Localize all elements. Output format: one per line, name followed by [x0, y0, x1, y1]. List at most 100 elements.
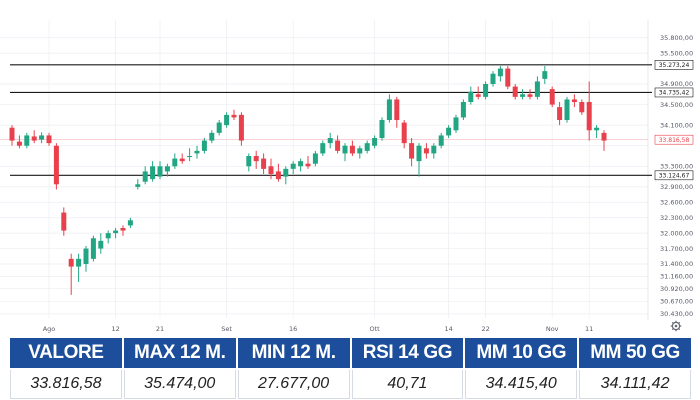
candle-body	[90, 238, 96, 259]
stat-rsi-14: RSI 14 GG 40,71	[351, 338, 464, 399]
candle-body	[505, 68, 511, 87]
candle-layer	[9, 66, 607, 295]
level-label-box	[654, 170, 694, 181]
y-tick-label: 31.160,00	[660, 273, 693, 281]
y-tick-label: 35.800,00	[660, 34, 693, 42]
price-chart[interactable]: 35.273,24 34.735,42 33.816,58 33.124,67 35.8…	[0, 0, 700, 336]
candle-body	[549, 89, 555, 105]
stat-header: MAX 12 M.	[123, 338, 236, 368]
level-label-box	[654, 87, 694, 98]
candle-body	[438, 135, 444, 146]
candle-body	[542, 71, 548, 79]
stat-mm-50: MM 50 GG 34.111,42	[579, 338, 691, 399]
x-tick-label: 14	[444, 325, 452, 333]
candle-body	[416, 145, 422, 162]
candle-body	[298, 161, 304, 167]
candle-body	[53, 145, 59, 185]
candle-body	[150, 166, 156, 180]
y-tick-label: 31.400,00	[660, 260, 693, 268]
stat-value: 40,71	[351, 370, 464, 399]
candle-body	[105, 233, 111, 239]
level-label: 34.735,42	[659, 90, 690, 97]
candle-body	[379, 120, 385, 138]
level-label: 35.273,24	[659, 62, 690, 69]
stat-value: 33.816,58	[10, 370, 122, 399]
candle-body	[579, 102, 585, 113]
candle-body	[453, 117, 459, 131]
candle-body	[275, 171, 281, 180]
x-tick-label: Ago	[43, 325, 56, 333]
y-tick-label: 33.300,00	[660, 162, 693, 170]
candle-body	[372, 138, 378, 146]
x-tick-label: 12	[111, 325, 119, 333]
candle-body	[9, 127, 15, 141]
stat-valore: VALORE 33.816,58	[10, 338, 122, 399]
stat-header: MM 50 GG	[579, 338, 691, 368]
candle-body	[179, 158, 185, 162]
candle-body	[224, 114, 230, 126]
candle-body	[364, 143, 370, 151]
level-label-box	[654, 134, 694, 145]
level-layer	[0, 64, 652, 176]
candle-body	[327, 138, 333, 144]
candle-body	[194, 150, 200, 154]
candle-body	[512, 86, 518, 97]
y-tick-label: 30.430,00	[660, 310, 693, 318]
candle-body	[127, 220, 133, 226]
chart-canvas[interactable]: 35.273,24 34.735,42 33.816,58 33.124,67 35.8…	[0, 0, 700, 336]
y-tick-label: 34.500,00	[660, 101, 693, 109]
stat-value: 34.415,40	[465, 370, 578, 399]
level-label-box	[654, 60, 694, 70]
x-tick-label: 11	[585, 325, 593, 333]
candle-body	[423, 148, 429, 154]
x-axis: Ago 12 21 Set 16 Ott 14 22 Nov 11	[43, 325, 594, 333]
x-tick-label: Ott	[369, 325, 380, 333]
candle-body	[157, 166, 163, 177]
candle-body	[16, 141, 22, 146]
stat-value: 27.677,00	[237, 370, 350, 399]
candle-body	[520, 94, 526, 97]
candle-body	[386, 99, 392, 120]
candle-body	[83, 248, 89, 264]
x-tick-label: 16	[289, 325, 297, 333]
candle-body	[142, 171, 148, 182]
candle-body	[586, 102, 592, 131]
candle-body	[357, 148, 363, 154]
candle-body	[312, 153, 318, 164]
candle-body	[61, 212, 67, 231]
gear-icon[interactable]	[670, 320, 682, 332]
candle-body	[401, 122, 407, 144]
candle-body	[497, 68, 503, 77]
y-axis: 35.273,24 34.735,42 33.816,58 33.124,67 35.8…	[654, 34, 694, 318]
candle-body	[98, 240, 104, 249]
candle-body	[268, 166, 274, 174]
candle-body	[246, 156, 252, 167]
candle-body	[201, 140, 207, 151]
x-tick-label: 21	[156, 325, 164, 333]
candle-body	[76, 258, 82, 267]
candle-body	[394, 99, 400, 120]
candle-body	[483, 84, 489, 97]
x-tick-label: Set	[221, 325, 232, 333]
level-label: 33.816,58	[659, 137, 690, 144]
candle-body	[31, 136, 37, 141]
candle-body	[490, 73, 496, 84]
y-tick-label: 34.900,00	[660, 80, 693, 88]
candle-body	[320, 143, 326, 154]
stat-value: 35.474,00	[123, 370, 236, 399]
stat-mm-10: MM 10 GG 34.415,40	[465, 338, 578, 399]
candle-body	[120, 228, 126, 231]
stat-value: 34.111,42	[579, 370, 691, 399]
candle-body	[571, 99, 577, 102]
level-label: 33.124,67	[659, 173, 690, 180]
candle-body	[135, 184, 141, 187]
candle-body	[460, 102, 466, 118]
candle-body	[113, 230, 119, 234]
candle-body	[261, 158, 267, 169]
x-tick-label: 22	[481, 325, 489, 333]
candle-body	[290, 163, 296, 169]
candle-body	[557, 107, 563, 120]
candle-body	[601, 132, 607, 141]
candle-body	[468, 91, 474, 102]
candle-body	[283, 168, 289, 177]
